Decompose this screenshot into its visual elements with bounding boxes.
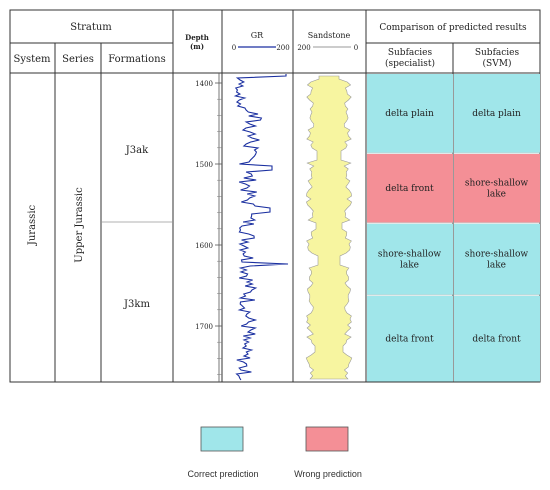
result-cell-svm	[454, 74, 540, 153]
sandstone-right-label: 0	[354, 44, 358, 52]
sandstone-profile	[305, 75, 353, 380]
formation-lower: J3km	[123, 299, 150, 310]
formations-header: Formations	[108, 54, 165, 65]
gr-header: GR	[251, 31, 264, 40]
result-label-svm: lake	[487, 190, 506, 200]
comparison-header: Comparison of predicted results	[379, 23, 527, 33]
result-cell-svm	[454, 296, 540, 382]
formation-upper: J3ak	[125, 145, 149, 156]
depth-header: Depth	[185, 33, 209, 42]
svm-header-line1: Subfacies	[475, 48, 520, 58]
result-label-svm: lake	[487, 261, 506, 271]
result-label-specialist: shore-shallow	[378, 250, 441, 260]
specialist-header-line2: (specialist)	[385, 58, 435, 69]
depth-tick-group: 1400 1500 1600 1700	[195, 80, 222, 375]
legend-correct-swatch	[200, 426, 244, 452]
result-label-svm: shore-shallow	[465, 179, 528, 189]
gr-curve	[233, 74, 289, 381]
result-label-svm: delta front	[472, 335, 521, 345]
result-cell-specialist	[367, 224, 453, 295]
sandstone-header: Sandstone	[308, 31, 351, 40]
system-value: Jurassic	[27, 204, 38, 246]
depth-tick-label: 1500	[195, 161, 213, 169]
svm-header-line2: (SVM)	[483, 58, 512, 69]
result-label-specialist: delta front	[385, 184, 434, 194]
result-label-specialist: lake	[400, 261, 419, 271]
gr-min-label: 0	[232, 44, 236, 52]
legend-wrong-swatch	[305, 426, 349, 452]
depth-tick-label: 1400	[195, 80, 213, 88]
depth-tick-label: 1700	[195, 323, 213, 331]
result-cell-svm	[454, 154, 540, 223]
depth-tick-label: 1600	[195, 242, 213, 250]
gr-log-track	[233, 74, 289, 381]
result-label-svm: delta plain	[472, 109, 521, 119]
result-cells: delta plain delta plain delta front shore-s…	[366, 74, 540, 382]
depth-unit: (m)	[190, 42, 204, 51]
result-cell-specialist	[367, 74, 453, 153]
gr-max-label: 200	[276, 44, 289, 52]
system-header: System	[13, 54, 51, 65]
result-label-specialist: delta plain	[385, 109, 434, 119]
stratum-header: Stratum	[70, 22, 112, 33]
result-cell-specialist	[367, 154, 453, 223]
sandstone-left-label: 200	[297, 44, 310, 52]
series-header: Series	[62, 54, 94, 65]
legend-correct-label: Correct prediction	[187, 469, 258, 479]
specialist-header-line1: Subfacies	[388, 48, 433, 58]
series-value: Upper Jurassic	[74, 187, 85, 263]
legend-wrong-label: Wrong prediction	[294, 469, 362, 479]
result-cell-specialist	[367, 296, 453, 382]
result-label-svm: shore-shallow	[465, 250, 528, 260]
result-label-specialist: delta front	[385, 335, 434, 345]
result-cell-svm	[454, 224, 540, 295]
sandstone-log-track	[305, 75, 353, 380]
